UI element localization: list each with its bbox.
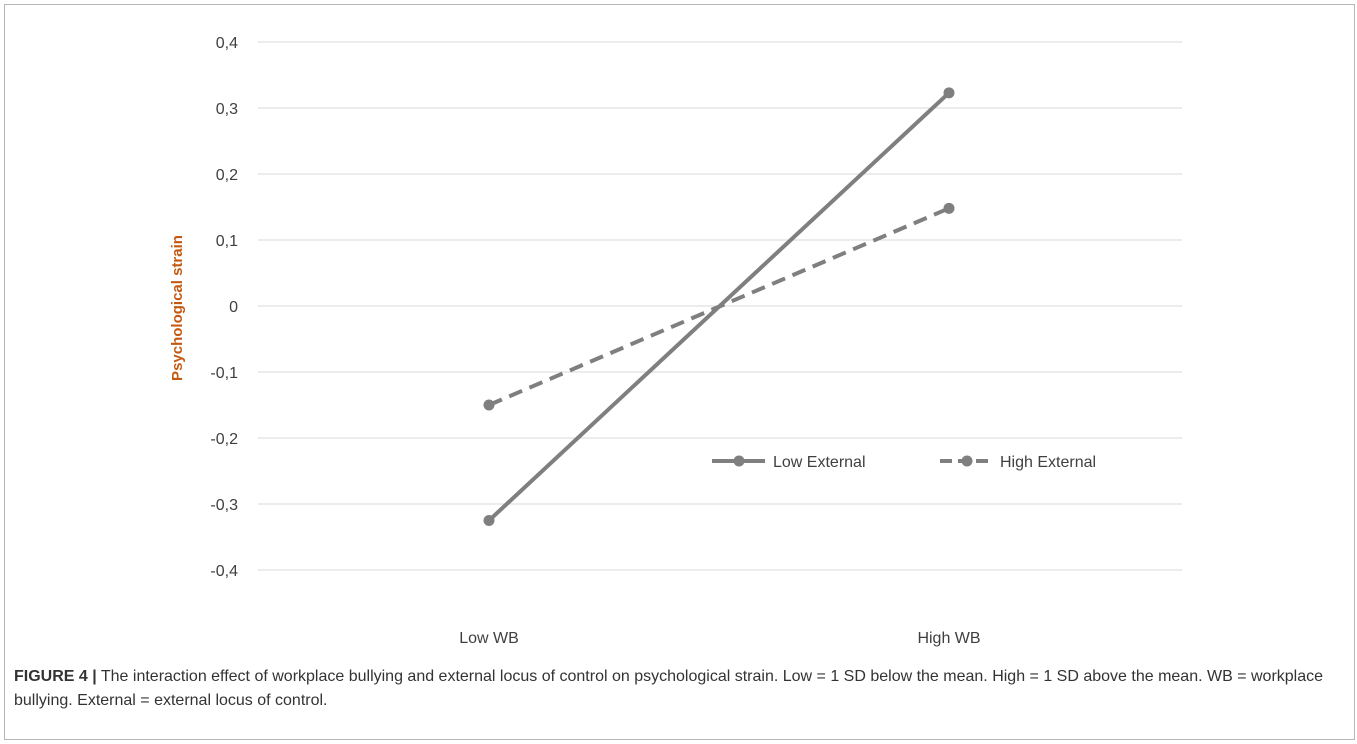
data-point: [943, 202, 955, 214]
gridlines: [258, 41, 1182, 571]
data-point: [483, 515, 495, 526]
y-tick-label: -0,3: [210, 497, 238, 514]
line-chart: 0,4 0,3 0,2 0,1 0 -0,1 -0,2 -0,3 -0,4 Low WB High…: [169, 35, 1182, 647]
x-tick-label: Low WB: [459, 630, 519, 647]
caption-label: FIGURE 4 |: [14, 668, 97, 685]
y-tick-label: -0,4: [210, 563, 238, 580]
legend-marker: [733, 455, 745, 467]
legend: Low External High External: [712, 454, 1096, 471]
y-tick-label: -0,1: [210, 365, 238, 382]
series-lines: [483, 87, 955, 526]
figure-frame: [4, 4, 1355, 740]
legend-marker: [961, 455, 973, 467]
figure-caption: FIGURE 4 | The interaction effect of wor…: [14, 665, 1334, 713]
legend-label: High External: [1000, 454, 1096, 471]
y-tick-label: -0,2: [210, 431, 238, 448]
caption-text: The interaction effect of workplace bull…: [14, 668, 1324, 709]
x-tick-labels: Low WB High WB: [459, 630, 980, 647]
data-point: [943, 87, 955, 99]
y-tick-label: 0: [229, 299, 238, 316]
y-tick-label: 0,2: [216, 167, 238, 184]
series-line: [488, 206, 950, 407]
y-tick-label: 0,1: [216, 233, 238, 250]
legend-label: Low External: [773, 454, 866, 471]
data-point: [483, 399, 495, 411]
x-tick-label: High WB: [917, 630, 980, 647]
y-tick-label: 0,4: [216, 35, 238, 52]
y-axis-label: Psychological strain: [169, 235, 186, 381]
y-tick-labels: 0,4 0,3 0,2 0,1 0 -0,1 -0,2 -0,3 -0,4: [210, 35, 238, 580]
y-tick-label: 0,3: [216, 101, 238, 118]
